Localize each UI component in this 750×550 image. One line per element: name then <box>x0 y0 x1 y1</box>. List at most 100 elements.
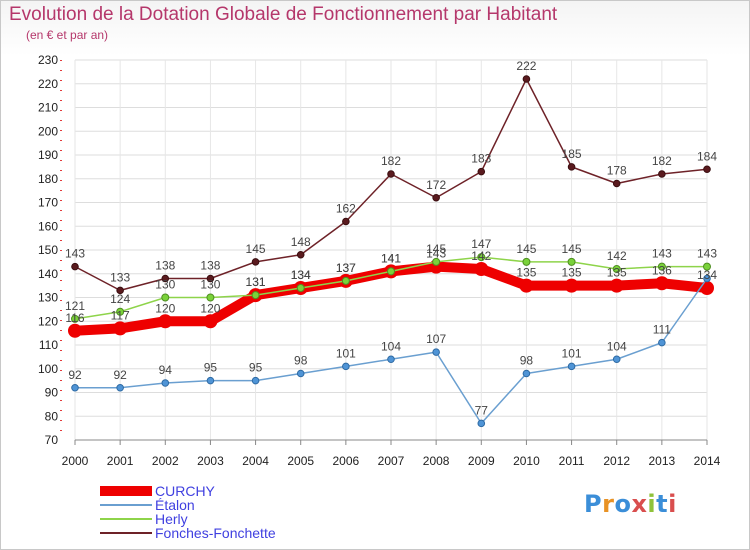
data-label: 104 <box>607 339 627 353</box>
x-tick-label: 2010 <box>513 454 540 468</box>
x-tick-label: 2007 <box>378 454 405 468</box>
data-point <box>519 278 534 293</box>
y-tick-label: 80 <box>45 409 59 423</box>
data-point <box>71 262 79 271</box>
data-point <box>387 267 395 276</box>
y-tick-label: 210 <box>38 101 58 115</box>
data-point <box>113 321 128 336</box>
y-tick-label: 180 <box>38 172 58 186</box>
data-point <box>161 274 170 283</box>
data-label: 134 <box>697 268 717 282</box>
data-point <box>703 165 711 174</box>
data-label: 98 <box>294 354 308 368</box>
data-label: 104 <box>381 339 401 353</box>
data-point <box>206 376 215 385</box>
data-point <box>342 362 350 371</box>
data-label: 141 <box>381 251 401 265</box>
data-point <box>432 193 440 202</box>
data-point <box>116 307 125 316</box>
data-point <box>567 257 576 266</box>
data-label: 138 <box>200 259 220 273</box>
legend: CURCHY Étalon Herly Fonches-Fonchette <box>98 483 338 541</box>
y-tick-label: 220 <box>38 77 58 91</box>
data-point <box>657 262 666 271</box>
data-label: 222 <box>516 59 536 73</box>
data-point <box>658 170 666 178</box>
data-label: 138 <box>155 259 175 273</box>
legend-swatch <box>100 532 152 534</box>
data-label: 131 <box>246 275 266 289</box>
data-point <box>612 265 621 273</box>
legend-label: Herly <box>155 511 188 527</box>
data-label: 143 <box>652 247 672 261</box>
data-point <box>477 167 486 176</box>
data-label: 95 <box>249 361 263 375</box>
y-tick-label: 190 <box>38 148 58 162</box>
data-label: 94 <box>159 363 173 377</box>
x-tick-label: 2005 <box>287 454 314 468</box>
data-point <box>658 338 666 347</box>
data-point <box>564 278 579 293</box>
data-point <box>251 376 260 385</box>
data-label: 184 <box>697 149 717 163</box>
data-point <box>387 355 395 364</box>
data-label: 111 <box>653 323 672 337</box>
data-label: 142 <box>607 249 627 263</box>
data-point <box>387 170 395 178</box>
data-label: 92 <box>68 368 82 382</box>
legend-swatch <box>100 486 152 496</box>
data-label: 135 <box>516 266 536 280</box>
data-label: 120 <box>200 301 220 315</box>
legend-item: Fonches-Fonchette <box>98 525 338 541</box>
data-label: 182 <box>381 154 401 168</box>
y-tick-label: 70 <box>45 433 59 447</box>
data-point <box>654 276 669 291</box>
data-point <box>161 379 170 387</box>
y-tick-label: 110 <box>39 338 58 352</box>
y-tick-label: 200 <box>38 124 58 138</box>
data-label: 141 <box>381 251 401 265</box>
legend-label: Fonches-Fonchette <box>155 525 276 541</box>
data-label: 101 <box>336 346 356 360</box>
x-tick-label: 2000 <box>62 454 89 468</box>
chart-title: Evolution de la Dotation Globale de Fonc… <box>9 4 558 25</box>
y-tick-label: 90 <box>45 386 59 400</box>
data-label: 124 <box>110 292 130 306</box>
data-point <box>296 284 305 292</box>
data-point <box>522 369 531 378</box>
data-label: 147 <box>471 237 491 251</box>
data-label: 107 <box>426 332 446 346</box>
data-point <box>703 274 711 283</box>
data-point <box>474 262 489 276</box>
y-tick-label: 230 <box>38 53 58 67</box>
x-tick-label: 2012 <box>603 454 630 468</box>
data-label: 185 <box>562 147 582 161</box>
y-tick-label: 160 <box>38 219 58 233</box>
data-label: 133 <box>110 270 130 284</box>
data-point <box>700 281 714 295</box>
x-tick-label: 2002 <box>152 454 179 468</box>
data-point <box>296 250 305 259</box>
data-point <box>71 383 79 392</box>
data-point <box>158 314 173 329</box>
data-label: 183 <box>471 152 491 166</box>
x-tick-label: 2001 <box>107 454 134 468</box>
data-label: 117 <box>111 308 130 322</box>
chart-subtitle: (en € et par an) <box>26 28 109 42</box>
data-point <box>206 274 215 283</box>
data-point <box>251 258 260 266</box>
data-label: 148 <box>291 235 311 249</box>
data-label: 92 <box>113 368 127 382</box>
y-tick-label: 100 <box>38 362 58 376</box>
data-point <box>477 253 486 262</box>
data-point <box>522 257 531 266</box>
data-label: 145 <box>562 242 582 256</box>
legend-swatch <box>100 518 152 520</box>
data-label: 120 <box>155 301 175 315</box>
x-tick-label: 2013 <box>649 454 676 468</box>
x-tick-label: 2003 <box>197 454 224 468</box>
data-point <box>477 419 486 428</box>
x-tick-label: 2014 <box>694 454 721 468</box>
data-point <box>432 348 440 356</box>
data-point <box>703 262 711 271</box>
